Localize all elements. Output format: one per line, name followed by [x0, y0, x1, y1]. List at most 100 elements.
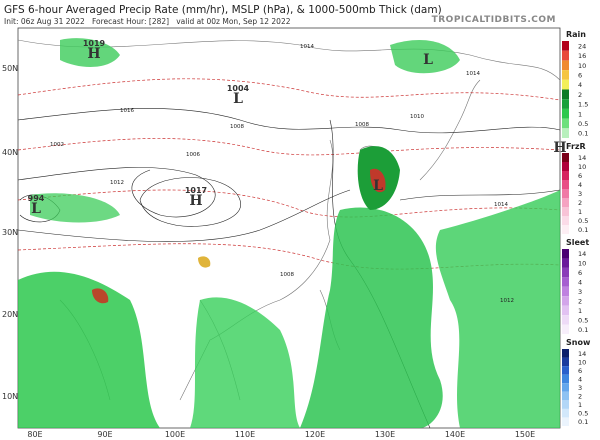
legend-label: 2: [578, 91, 582, 99]
legend-title: Rain: [566, 30, 586, 39]
legend-swatch: [562, 60, 569, 71]
pressure-center-letter: L: [233, 91, 243, 107]
legend-swatch: [562, 99, 569, 109]
legend-swatch: [562, 50, 569, 61]
pressure-center-letter: H: [87, 46, 100, 62]
latitude-label: 40N: [2, 148, 18, 157]
watermark: TROPICALTIDBITS.COM: [432, 15, 556, 25]
legend-swatch: [562, 366, 569, 375]
legend-label: 24: [578, 42, 586, 50]
isobar-label: 1014: [494, 202, 508, 208]
legend-label: 1: [578, 208, 582, 216]
legend-swatch: [562, 249, 569, 259]
longitude-label: 90E: [97, 430, 112, 439]
pressure-center-letter: H: [189, 193, 202, 209]
legend-label: 1: [578, 401, 582, 409]
legend-swatch: [562, 108, 569, 119]
legend-label: 1: [578, 307, 582, 315]
latitude-label: 50N: [2, 64, 18, 73]
legend-swatch: [562, 391, 569, 401]
isobar-label: 1012: [500, 298, 514, 304]
legend-swatch: [562, 357, 569, 367]
legend-label: 6: [578, 71, 582, 79]
legend-swatch: [562, 41, 569, 51]
pressure-center-letter: L: [373, 178, 383, 194]
legend-label: 3: [578, 288, 582, 296]
pressure-center-value: 1017: [185, 186, 207, 195]
legend-title: FrzR: [566, 142, 586, 151]
legend-swatch: [562, 198, 569, 207]
legend-swatch: [562, 153, 569, 162]
legend-swatch: [562, 189, 569, 198]
legend-label: 3: [578, 384, 582, 392]
legend-swatch: [562, 89, 569, 100]
subtitle: Init: 06z Aug 31 2022 Forecast Hour: [28…: [4, 17, 291, 26]
legend-swatch: [562, 296, 569, 306]
longitude-label: 130E: [375, 430, 395, 439]
legend: Rain2416106421.510.50.1FrzR1410643210.50…: [562, 30, 591, 426]
legend-label: 2: [578, 199, 582, 207]
legend-label: 1: [578, 110, 582, 118]
legend-label: 2: [578, 393, 582, 401]
pressure-center-letter: L: [31, 201, 41, 217]
title: GFS 6-hour Averaged Precip Rate (mm/hr),…: [4, 4, 442, 16]
legend-swatch: [562, 128, 569, 138]
legend-swatch: [562, 374, 569, 384]
isobar-label: 1014: [300, 44, 314, 50]
isobar-label: 1008: [280, 272, 294, 278]
latitude-label: 30N: [2, 228, 18, 237]
legend-label: 4: [578, 375, 582, 383]
legend-label: 0.5: [578, 217, 588, 225]
legend-label: 6: [578, 367, 582, 375]
legend-label: 14: [578, 154, 586, 162]
legend-swatch: [562, 225, 569, 234]
longitude-label: 150E: [515, 430, 535, 439]
legend-swatch: [562, 408, 569, 418]
legend-label: 6: [578, 172, 582, 180]
legend-label: 3: [578, 190, 582, 198]
legend-label: 10: [578, 358, 586, 366]
legend-label: 4: [578, 279, 582, 287]
legend-label: 0.1: [578, 226, 588, 234]
isobar-label: 1012: [110, 180, 124, 186]
legend-swatch: [562, 79, 569, 90]
legend-label: 0.5: [578, 316, 588, 324]
pressure-center-letter: L: [423, 52, 433, 68]
legend-label: 0.5: [578, 120, 588, 128]
legend-swatch: [562, 315, 569, 325]
latitude-label: 20N: [2, 310, 18, 319]
legend-label: 10: [578, 163, 586, 171]
longitude-label: 100E: [165, 430, 185, 439]
legend-label: 6: [578, 269, 582, 277]
legend-swatch: [562, 216, 569, 225]
precip-areas: [18, 38, 560, 428]
legend-swatch: [562, 305, 569, 316]
pressure-center-value: 1019: [83, 39, 106, 48]
legend-swatch: [562, 180, 569, 189]
legend-label: 16: [578, 52, 586, 60]
legend-swatch: [562, 171, 569, 180]
legend-label: 4: [578, 181, 582, 189]
legend-swatch: [562, 70, 569, 80]
legend-swatch: [562, 400, 569, 409]
map: [17, 27, 561, 429]
longitude-label: 110E: [235, 430, 255, 439]
legend-swatch: [562, 349, 569, 358]
longitude-label: 140E: [445, 430, 465, 439]
legend-title: Snow: [566, 338, 591, 347]
isobar-label: 1016: [120, 108, 134, 114]
pressure-center-letter: H: [553, 140, 566, 156]
legend-label: 10: [578, 62, 586, 70]
legend-swatch: [562, 417, 569, 426]
isobar-label: 1014: [466, 71, 480, 77]
legend-label: 14: [578, 350, 586, 358]
isobar-label: 1010: [410, 114, 424, 120]
legend-swatch: [562, 324, 569, 334]
legend-label: 10: [578, 260, 586, 268]
isobar-label: 1006: [186, 152, 200, 158]
legend-label: 0.1: [578, 130, 588, 138]
isobar-label: 1008: [355, 122, 369, 128]
legend-label: 0.1: [578, 326, 588, 334]
legend-swatch: [562, 207, 569, 216]
